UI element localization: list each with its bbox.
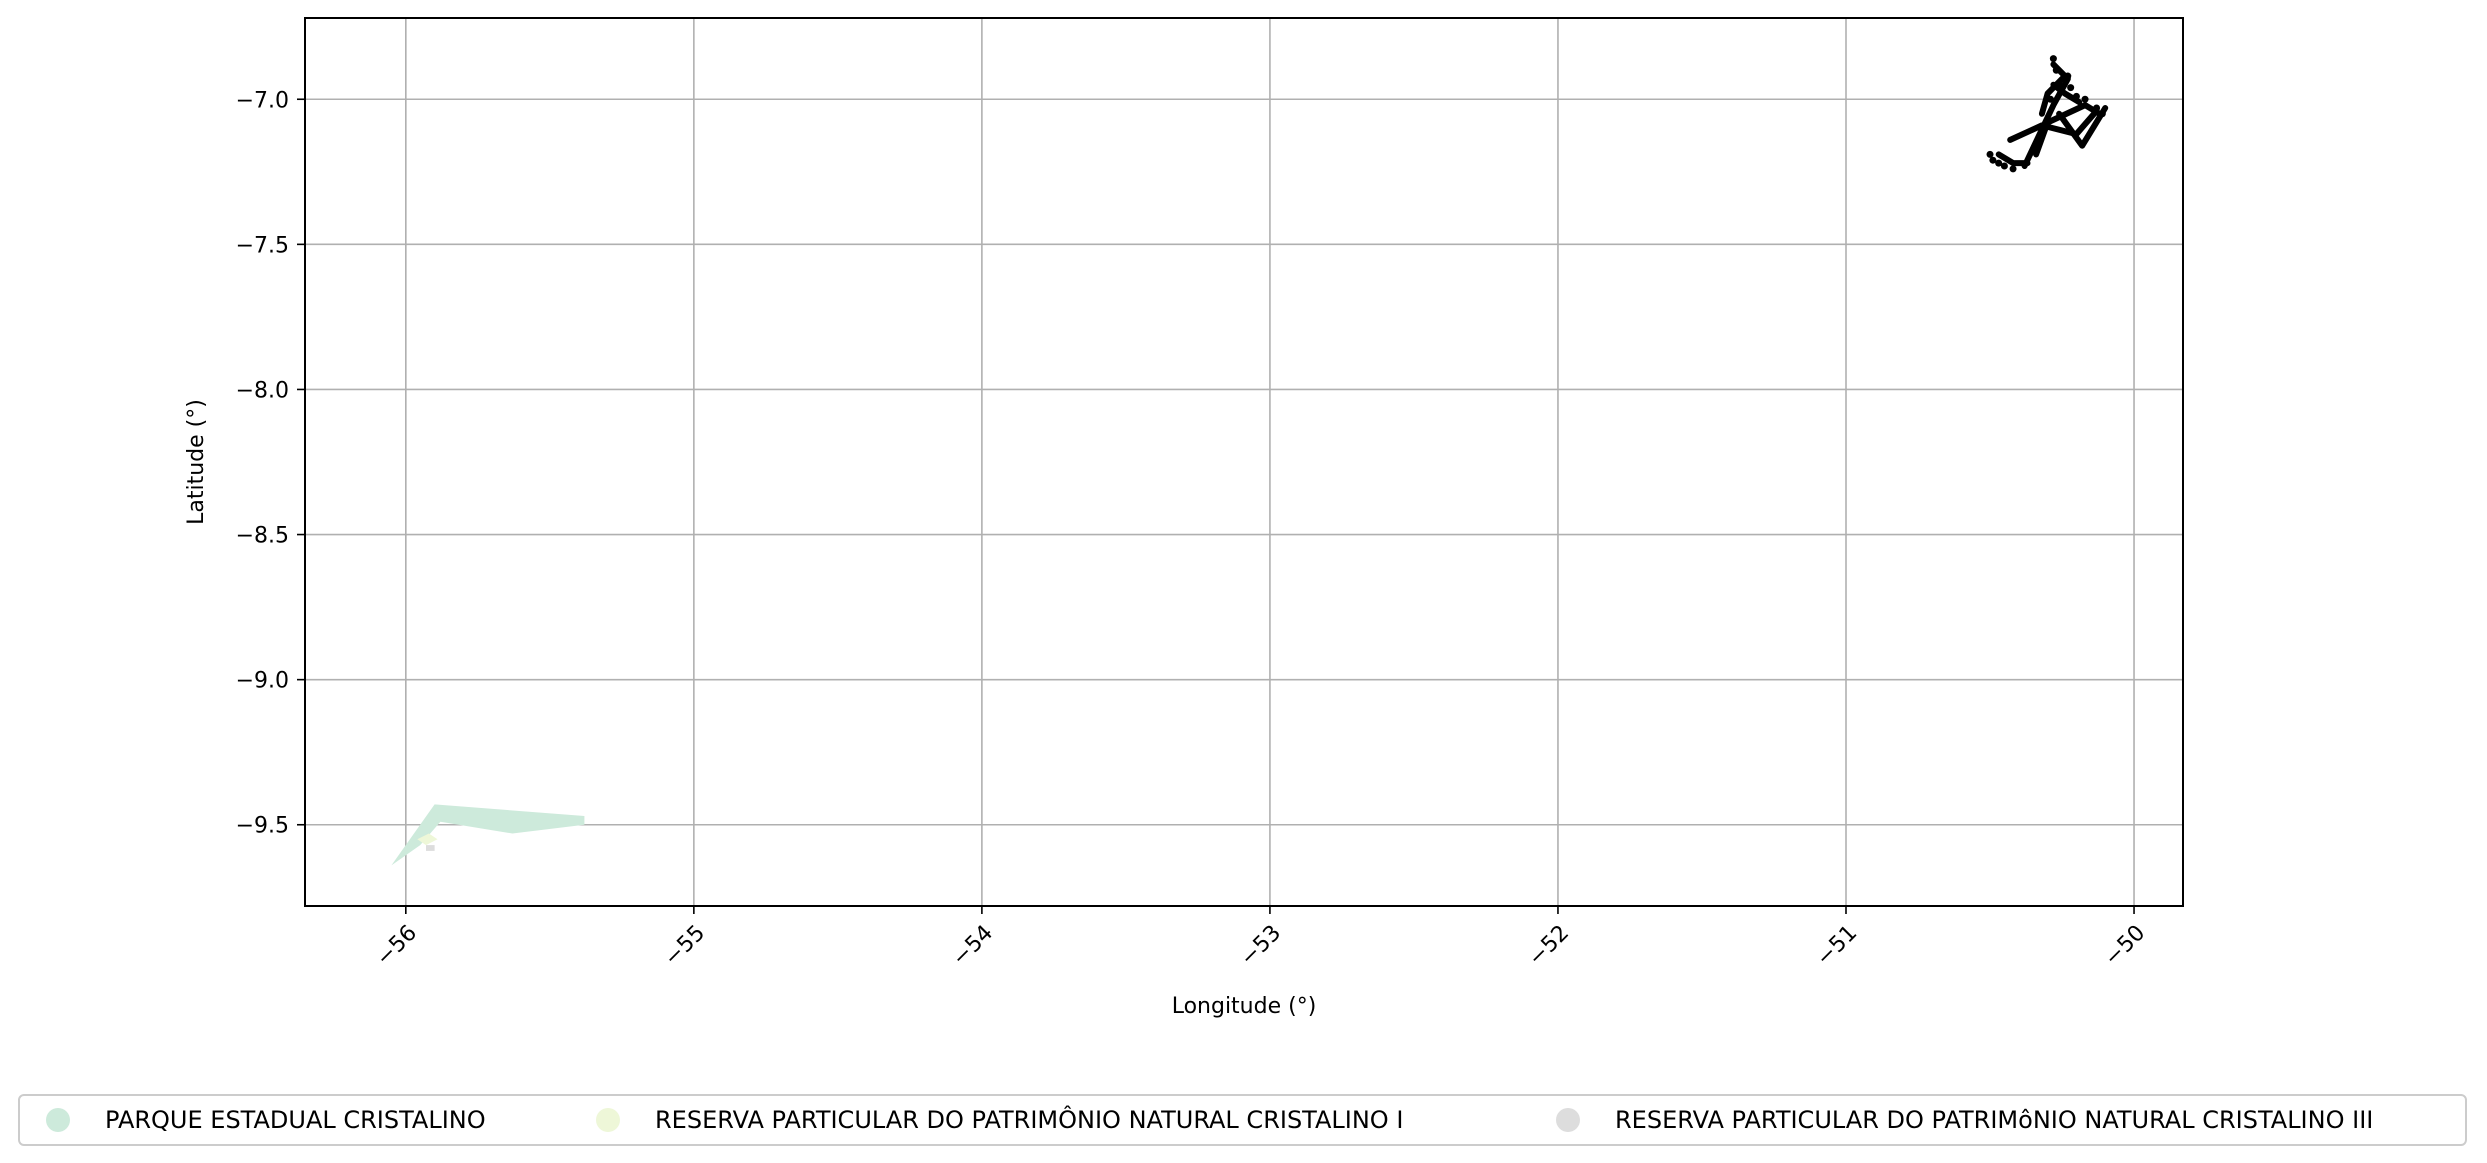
legend: PARQUE ESTADUAL CRISTALINO RESERVA PARTI… [18,1094,2467,1146]
x-tick-label-2: −54 [948,921,999,972]
track-point-3 [2000,162,2008,170]
y-tick-label-2: −8.0 [236,378,289,403]
protected-areas-layer [391,804,585,866]
track-point-8 [2067,84,2075,92]
grid-lines [305,18,2183,906]
legend-marker-parque [46,1108,70,1132]
x-tick-label-1: −55 [660,921,711,972]
area-polygon-0-0 [391,804,585,866]
legend-label-parque: PARQUE ESTADUAL CRISTALINO [105,1106,486,1134]
track-point-1 [1989,156,1997,164]
y-tick-label-1: −7.5 [236,233,289,258]
x-axis-ticks: −56 −55 −54 −53 −52 −51 −50 [372,906,2151,972]
track-line-6 [1995,151,2031,167]
legend-marker-rppn-iii [1556,1108,1580,1132]
legend-label-rppn-i: RESERVA PARTICULAR DO PATRIMÔNIO NATURAL… [655,1104,1403,1134]
track-line-3 [2056,105,2109,149]
track-point-5 [2049,55,2057,63]
x-tick-label-4: −52 [1524,921,1575,972]
x-tick-label-5: −51 [1812,921,1863,972]
y-axis-ticks: −7.0 −7.5 −8.0 −8.5 −9.0 −9.5 [236,88,305,839]
track-point-12 [2098,110,2106,118]
track-point-2 [1995,159,2003,167]
track-point-11 [2093,104,2101,112]
legend-frame [18,1094,2467,1146]
x-axis-label: Longitude (°) [1172,994,1317,1019]
legend-label-rppn-iii: RESERVA PARTICULAR DO PATRIMôNIO NATURAL… [1615,1106,2373,1134]
track-line-1 [2007,107,2100,143]
track-point-4 [2009,165,2017,173]
y-tick-label-4: −9.0 [236,669,289,694]
track-point-7 [2055,81,2063,89]
track-point-0 [1986,150,1994,158]
track-line-2 [2033,102,2103,158]
track-point-10 [2081,95,2089,103]
legend-marker-rppn-i [596,1108,620,1132]
axes-frame [304,17,2184,907]
track-point-9 [2072,92,2080,100]
area-polygon-1-0 [417,833,438,846]
y-tick-label-0: −7.0 [236,88,289,113]
x-tick-label-3: −53 [1236,921,1287,972]
legend-entry-rppn-cristalino-iii: RESERVA PARTICULAR DO PATRIMôNIO NATURAL… [1556,1106,2373,1134]
y-tick-label-3: −8.5 [236,524,289,549]
tracks-layer [1986,55,2109,173]
x-tick-label-6: −50 [2100,921,2151,972]
area-polygon-2-0 [426,845,435,851]
x-tick-label-0: −56 [372,921,423,972]
track-point-14 [2047,95,2055,103]
legend-entry-parque-estadual-cristalino: PARQUE ESTADUAL CRISTALINO [46,1106,486,1134]
y-tick-label-5: −9.5 [236,814,289,839]
track-point-6 [2052,66,2060,74]
y-axis-label: Latitude (°) [184,399,209,525]
legend-entry-rppn-cristalino-i: RESERVA PARTICULAR DO PATRIMÔNIO NATURAL… [596,1104,1403,1134]
track-point-13 [2064,72,2072,80]
